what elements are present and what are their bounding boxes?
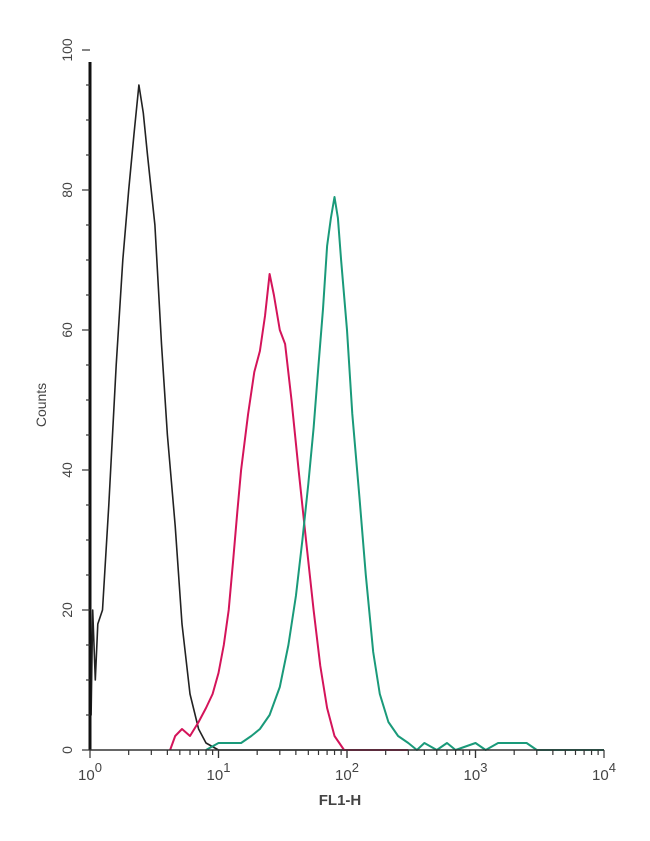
- x-tick-label: 104: [592, 760, 616, 784]
- series-line-2: [205, 196, 604, 751]
- x-tick-exponent: 1: [223, 760, 230, 775]
- y-tick-label: 80: [59, 182, 75, 198]
- series-line-1: [169, 273, 409, 751]
- x-tick-label: 100: [78, 760, 102, 784]
- y-tick-label: 60: [59, 322, 75, 338]
- series-line-0: [89, 84, 347, 751]
- y-tick-label: 40: [59, 462, 75, 478]
- x-tick-exponent: 4: [609, 760, 616, 775]
- y-tick-label: 20: [59, 602, 75, 618]
- x-tick-base: 10: [335, 767, 352, 784]
- x-tick-base: 10: [207, 767, 224, 784]
- x-tick-exponent: 0: [95, 760, 102, 775]
- y-tick-label: 0: [59, 746, 75, 754]
- x-tick-label: 103: [464, 760, 488, 784]
- x-tick-label: 102: [335, 760, 359, 784]
- series-layer: [89, 84, 604, 751]
- x-tick-base: 10: [464, 767, 481, 784]
- x-tick-label: 101: [207, 760, 231, 784]
- x-axis-label: FL1-H: [319, 792, 362, 809]
- x-tick-exponent: 3: [480, 760, 487, 775]
- x-tick-base: 10: [78, 767, 95, 784]
- x-tick-exponent: 2: [352, 760, 359, 775]
- y-tick-label: 100: [59, 38, 75, 62]
- y-axis-label: Counts: [33, 383, 49, 427]
- x-tick-base: 10: [592, 767, 609, 784]
